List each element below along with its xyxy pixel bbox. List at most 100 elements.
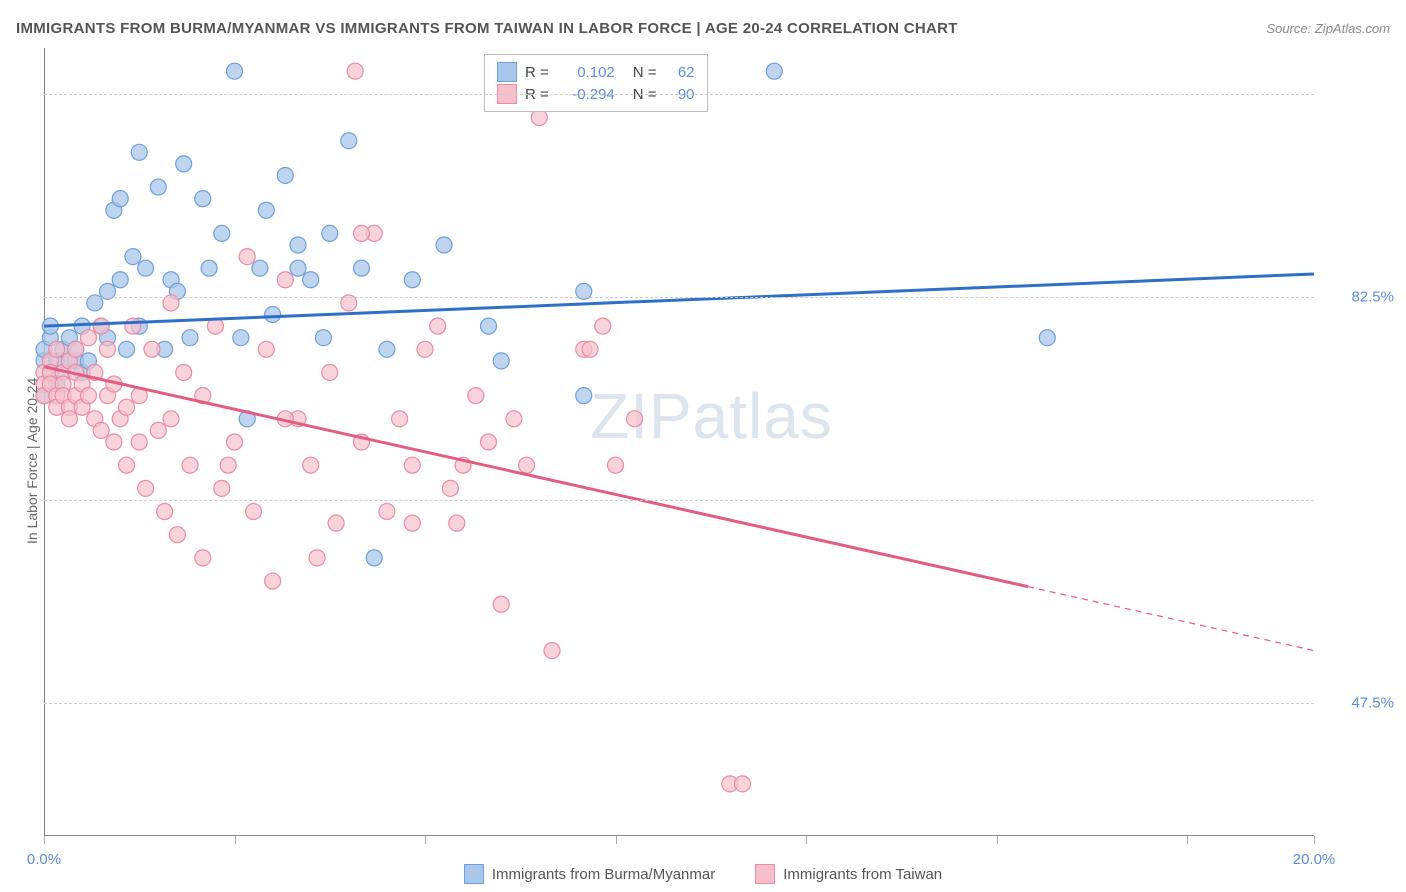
series-legend-item: Immigrants from Burma/Myanmar [464, 864, 715, 884]
data-point [417, 341, 433, 357]
data-point [68, 341, 84, 357]
x-tick [44, 836, 45, 844]
data-point [169, 527, 185, 543]
x-tick [616, 836, 617, 844]
series-name: Immigrants from Taiwan [783, 866, 942, 883]
legend-r-value: 0.102 [557, 64, 615, 81]
data-point [112, 191, 128, 207]
data-point [627, 411, 643, 427]
data-point [576, 388, 592, 404]
legend-swatch [755, 864, 775, 884]
data-point [214, 225, 230, 241]
series-legend-item: Immigrants from Taiwan [755, 864, 942, 884]
data-point [119, 341, 135, 357]
legend-swatch [464, 864, 484, 884]
data-point [125, 318, 141, 334]
data-point [61, 411, 77, 427]
data-point [582, 341, 598, 357]
data-point [80, 330, 96, 346]
legend-n-value: 62 [665, 64, 695, 81]
data-point [404, 457, 420, 473]
data-point [315, 330, 331, 346]
data-point [112, 272, 128, 288]
data-point [144, 341, 160, 357]
trend-line [44, 274, 1314, 326]
data-point [442, 480, 458, 496]
data-point [93, 318, 109, 334]
data-point [608, 457, 624, 473]
trend-line-extrapolated [1028, 587, 1314, 651]
legend-r-label: R = [525, 64, 549, 81]
data-point [138, 480, 154, 496]
y-tick-label: 82.5% [1324, 289, 1394, 306]
x-tick [1314, 836, 1315, 844]
source-label: Source: ZipAtlas.com [1266, 21, 1390, 36]
data-point [1039, 330, 1055, 346]
trend-line [44, 367, 1028, 587]
data-point [265, 307, 281, 323]
data-point [309, 550, 325, 566]
data-point [131, 144, 147, 160]
data-point [106, 434, 122, 450]
data-point [182, 457, 198, 473]
gridline [44, 94, 1314, 95]
data-point [392, 411, 408, 427]
data-point [449, 515, 465, 531]
data-point [239, 249, 255, 265]
data-point [176, 364, 192, 380]
x-tick [1187, 836, 1188, 844]
data-point [100, 341, 116, 357]
data-point [544, 643, 560, 659]
data-point [735, 776, 751, 792]
data-point [379, 341, 395, 357]
x-tick [806, 836, 807, 844]
data-point [119, 457, 135, 473]
data-point [766, 63, 782, 79]
data-point [354, 260, 370, 276]
data-point [80, 388, 96, 404]
data-point [341, 133, 357, 149]
data-point [303, 272, 319, 288]
data-point [277, 167, 293, 183]
data-point [93, 422, 109, 438]
data-point [436, 237, 452, 253]
legend-n-label: N = [633, 64, 657, 81]
data-point [258, 341, 274, 357]
series-name: Immigrants from Burma/Myanmar [492, 866, 715, 883]
x-tick [235, 836, 236, 844]
gridline [44, 703, 1314, 704]
data-point [119, 399, 135, 415]
y-axis-label: In Labor Force | Age 20-24 [24, 378, 40, 544]
title-bar: IMMIGRANTS FROM BURMA/MYANMAR VS IMMIGRA… [16, 14, 1390, 42]
legend-row: R = 0.102 N = 62 [497, 61, 695, 83]
data-point [322, 225, 338, 241]
plot-svg [44, 48, 1314, 836]
data-point [404, 515, 420, 531]
data-point [150, 422, 166, 438]
data-point [481, 318, 497, 334]
data-point [366, 550, 382, 566]
legend-swatch [497, 62, 517, 82]
data-point [227, 63, 243, 79]
data-point [379, 504, 395, 520]
chart-title: IMMIGRANTS FROM BURMA/MYANMAR VS IMMIGRA… [16, 20, 958, 37]
data-point [195, 550, 211, 566]
data-point [404, 272, 420, 288]
data-point [506, 411, 522, 427]
data-point [347, 63, 363, 79]
x-tick [425, 836, 426, 844]
data-point [246, 504, 262, 520]
series-legend: Immigrants from Burma/Myanmar Immigrants … [0, 864, 1406, 884]
data-point [322, 364, 338, 380]
data-point [252, 260, 268, 276]
data-point [214, 480, 230, 496]
data-point [303, 457, 319, 473]
data-point [163, 411, 179, 427]
gridline [44, 500, 1314, 501]
data-point [233, 330, 249, 346]
data-point [195, 191, 211, 207]
data-point [493, 596, 509, 612]
y-tick-label: 47.5% [1324, 694, 1394, 711]
data-point [157, 504, 173, 520]
data-point [125, 249, 141, 265]
